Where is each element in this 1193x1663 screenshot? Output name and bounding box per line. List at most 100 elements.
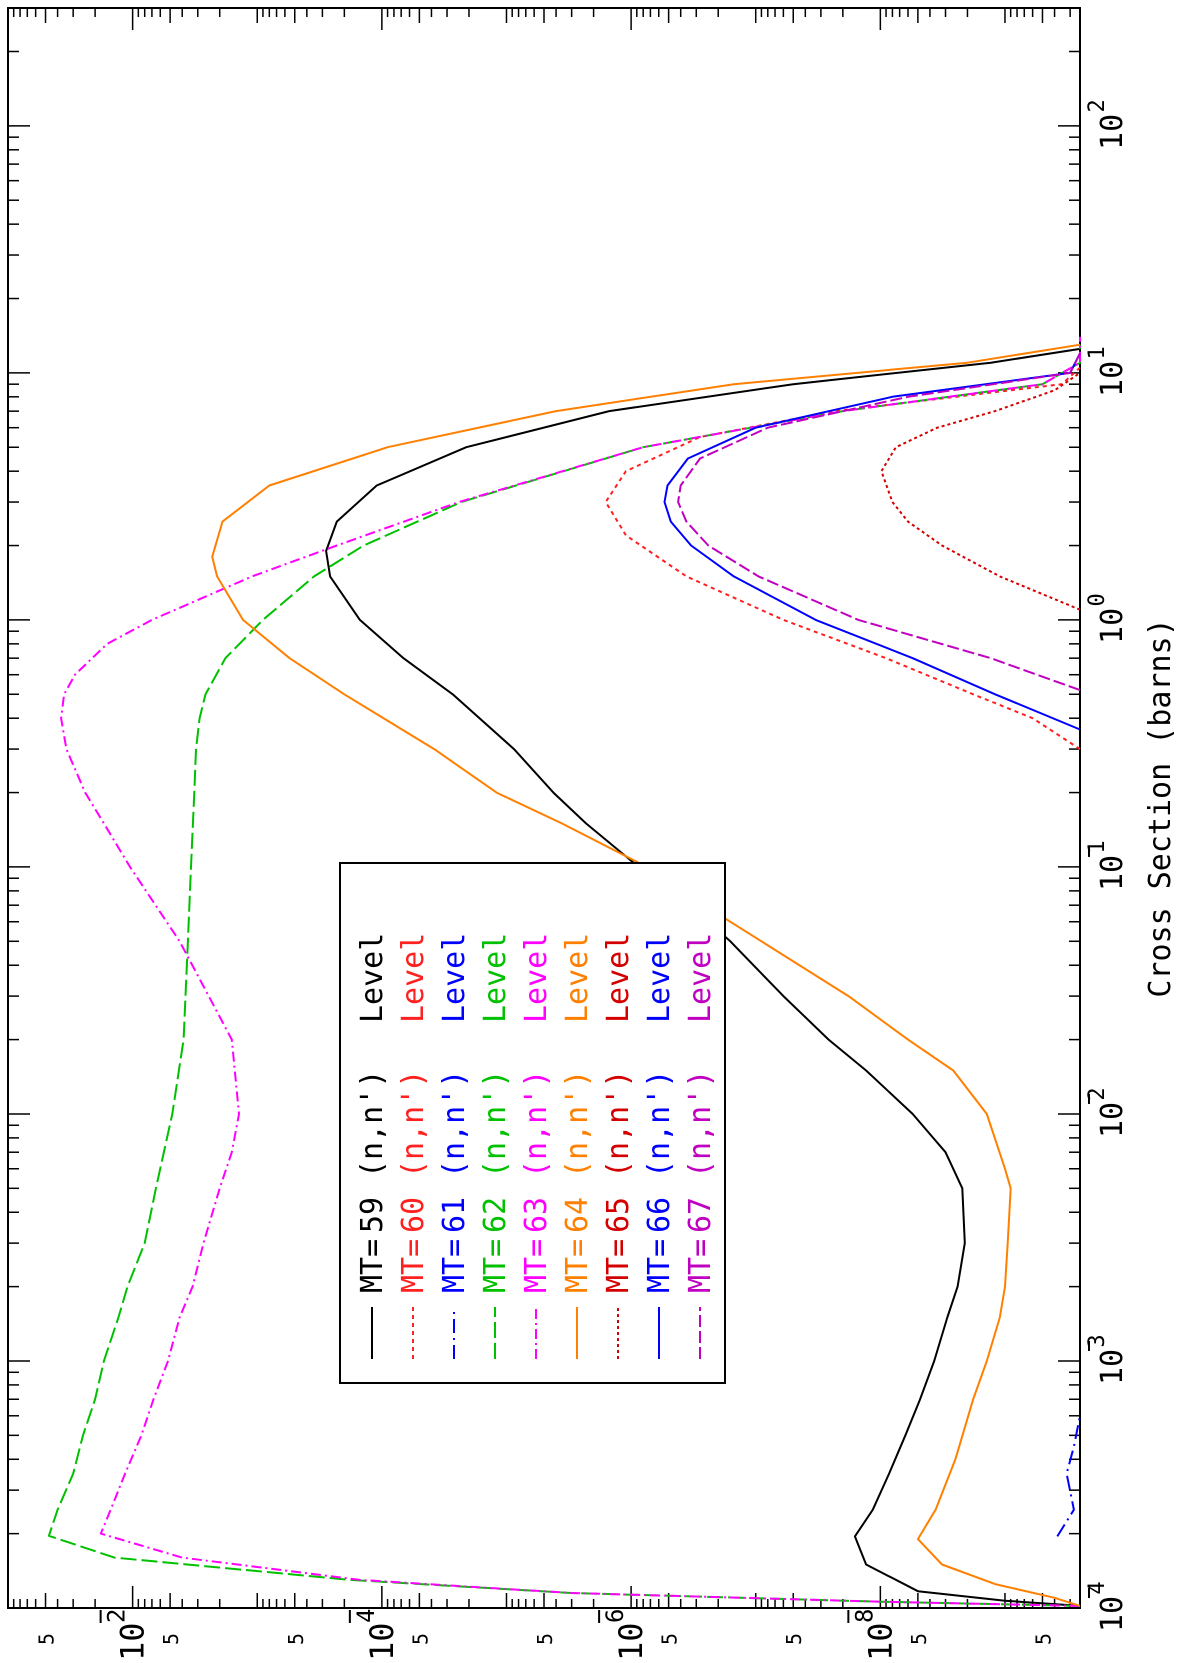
legend-entry-mt59: MT= 59 (n,n') Level — [355, 933, 390, 1359]
x-tick-label: 101 — [1085, 346, 1130, 397]
x-tick-exponent: 2 — [1085, 1087, 1110, 1100]
y-tick-label: 106 — [598, 1609, 650, 1661]
x-tick-exponent: 0 — [1085, 593, 1110, 606]
x-tick-label: 101 — [1085, 840, 1130, 891]
y-tick-label: 102 — [99, 1609, 152, 1661]
x-tick-base: 10 — [1095, 114, 1130, 150]
y-tick-exponent: 8 — [850, 1609, 878, 1623]
legend-level: Level — [396, 933, 431, 1023]
x-tick-label: 104 — [1085, 1581, 1130, 1632]
series-line-mt61 — [1056, 1415, 1081, 1537]
legend-mt-number: 65 — [601, 1197, 636, 1233]
series-lines — [47, 336, 1081, 1607]
y-tick-exponent: 4 — [352, 1609, 380, 1623]
legend-reaction: (n,n') — [601, 1070, 636, 1178]
y-minor-tick-label: 5 — [658, 1633, 682, 1645]
legend-mt-label: MT= — [683, 1239, 718, 1293]
y-axis-label: Cross Section (barns) — [1143, 618, 1178, 997]
legend-entry-mt63: MT= 63 (n,n') Level — [519, 933, 554, 1359]
x-tick-base: 10 — [1095, 1102, 1130, 1138]
legend-entry-mt65: MT= 65 (n,n') Level — [601, 933, 636, 1359]
legend-mt-label: MT= — [355, 1239, 390, 1293]
y-tick-label: 104 — [348, 1609, 401, 1661]
legend-mt-label: MT= — [519, 1239, 554, 1293]
legend-reaction: (n,n') — [355, 1070, 390, 1178]
legend-entry-mt62: MT= 62 (n,n') Level — [478, 933, 513, 1359]
x-tick-exponent: 4 — [1085, 1581, 1110, 1594]
legend-reaction: (n,n') — [396, 1070, 431, 1178]
legend-mt-label: MT= — [642, 1239, 677, 1293]
legend-entry-mt64: MT= 64 (n,n') Level — [560, 933, 595, 1359]
legend-box — [339, 862, 726, 1384]
x-tick-label: 100 — [1085, 593, 1130, 644]
legend-entry-mt67: MT= 67 (n,n') Level — [683, 933, 718, 1359]
x-tick-exponent: 1 — [1085, 840, 1110, 853]
legend-entries: MT=59(n,n')LevelMT=60(n,n')LevelMT=61(n,… — [355, 933, 718, 1359]
y-tick-exponent: 6 — [601, 1609, 629, 1623]
legend-reaction: (n,n') — [478, 1070, 513, 1178]
legend-reaction: (n,n') — [437, 1070, 472, 1178]
legend-reaction: (n,n') — [683, 1070, 718, 1178]
x-tick-label: 103 — [1085, 1334, 1130, 1385]
x-tick-exponent: 3 — [1085, 1334, 1110, 1347]
legend-mt-label: MT= — [601, 1239, 636, 1293]
series-line-mt66 — [663, 352, 1081, 731]
y-minor-tick-label: 5 — [782, 1633, 806, 1645]
y-tick-base: 10 — [363, 1622, 401, 1661]
x-tick-label: 102 — [1085, 1087, 1130, 1138]
x-tick-base: 10 — [1095, 855, 1130, 891]
legend-entry-mt61: MT= 61 (n,n') Level — [437, 933, 472, 1359]
legend-mt-label: MT= — [560, 1239, 595, 1293]
y-tick-base: 10 — [114, 1622, 152, 1661]
legend-level: Level — [683, 933, 718, 1023]
legend-entry-mt66: MT= 66 (n,n') Level — [642, 933, 677, 1359]
legend-level: Level — [560, 933, 595, 1023]
legend-mt-number: 59 — [355, 1197, 390, 1233]
series-line-mt67 — [677, 352, 1081, 692]
series-line-mt63 — [60, 336, 1081, 1607]
legend-level: Level — [355, 933, 390, 1023]
series-line-mt59 — [325, 347, 1081, 1607]
legend-mt-number: 67 — [683, 1197, 718, 1233]
legend-reaction: (n,n') — [519, 1070, 554, 1178]
legend-entry-mt60: MT= 60 (n,n') Level — [396, 933, 431, 1359]
x-tick-base: 10 — [1095, 608, 1130, 644]
legend-reaction: (n,n') — [560, 1070, 595, 1178]
y-minor-tick-label: 5 — [408, 1633, 432, 1645]
y-minor-tick-label: 5 — [35, 1633, 59, 1645]
legend-mt-number: 60 — [396, 1197, 431, 1233]
y-tick-base: 10 — [612, 1622, 650, 1661]
legend-mt-number: 63 — [519, 1197, 554, 1233]
y-minor-tick-label: 5 — [907, 1633, 931, 1645]
legend-level: Level — [478, 933, 513, 1023]
legend-reaction: (n,n') — [642, 1070, 677, 1178]
legend-mt-number: 64 — [560, 1197, 595, 1233]
series-line-mt60 — [604, 366, 1081, 750]
y-minor-tick-label: 5 — [533, 1633, 557, 1645]
legend-level: Level — [437, 933, 472, 1023]
legend-mt-number: 61 — [437, 1197, 472, 1233]
x-tick-base: 10 — [1095, 361, 1130, 397]
y-minor-tick-label: 5 — [284, 1633, 308, 1645]
x-tick-exponent: 2 — [1085, 99, 1110, 112]
series-line-mt62 — [47, 344, 1081, 1607]
series-line-mt64 — [211, 343, 1081, 1607]
y-tick-exponent: 2 — [103, 1609, 131, 1623]
y-tick-label: 108 — [847, 1609, 899, 1661]
legend-level: Level — [519, 933, 554, 1023]
legend-level: Level — [642, 933, 677, 1023]
y-minor-tick-label: 5 — [159, 1633, 183, 1645]
x-tick-base: 10 — [1095, 1349, 1130, 1385]
y-minor-tick-label: 5 — [1031, 1633, 1055, 1645]
legend-mt-number: 66 — [642, 1197, 677, 1233]
x-tick-label: 102 — [1085, 99, 1130, 150]
legend-mt-label: MT= — [396, 1239, 431, 1293]
legend-mt-label: MT= — [437, 1239, 472, 1293]
legend-mt-label: MT= — [478, 1239, 513, 1293]
legend: MT=59(n,n')LevelMT=60(n,n')LevelMT=61(n,… — [339, 862, 726, 1384]
legend-level: Level — [601, 933, 636, 1023]
legend-mt-number: 62 — [478, 1197, 513, 1233]
